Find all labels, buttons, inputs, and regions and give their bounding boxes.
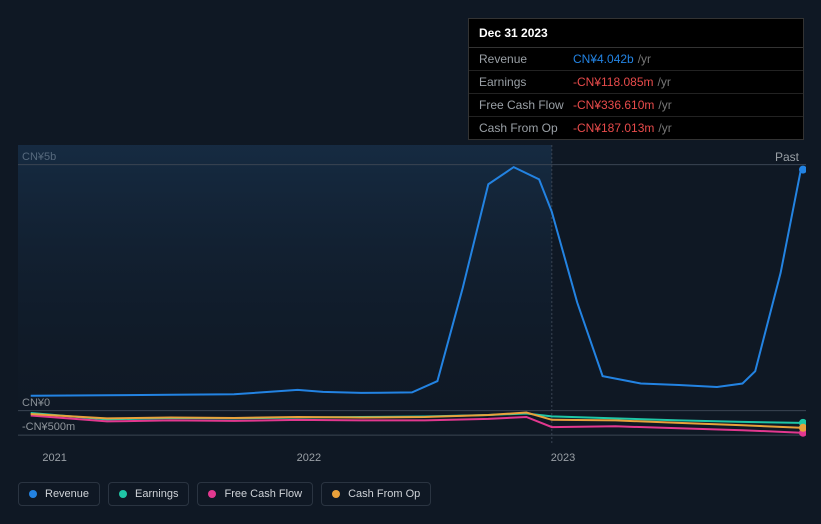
legend-label: Cash From Op [348, 488, 420, 500]
tooltip-row-revenue: Revenue CN¥4.042b /yr [469, 48, 803, 71]
tooltip-unit: /yr [658, 98, 671, 112]
tooltip-value: -CN¥187.013m [573, 121, 654, 135]
tooltip-unit: /yr [638, 52, 651, 66]
legend-label: Revenue [45, 488, 89, 500]
tooltip-label: Earnings [479, 75, 573, 89]
chart-plot[interactable] [18, 145, 806, 445]
legend-item-cashop[interactable]: Cash From Op [321, 482, 431, 506]
tooltip-label: Revenue [479, 52, 573, 66]
legend-item-revenue[interactable]: Revenue [18, 482, 100, 506]
legend-item-earnings[interactable]: Earnings [108, 482, 189, 506]
tooltip-value: CN¥4.042b [573, 52, 634, 66]
financial-chart: Dec 31 2023 Revenue CN¥4.042b /yr Earnin… [0, 0, 821, 524]
legend-dot-icon [29, 490, 37, 498]
chart-tooltip: Dec 31 2023 Revenue CN¥4.042b /yr Earnin… [468, 18, 804, 140]
x-tick-label: 2023 [551, 452, 575, 464]
tooltip-row-cashop: Cash From Op -CN¥187.013m /yr [469, 117, 803, 139]
legend-item-fcf[interactable]: Free Cash Flow [197, 482, 313, 506]
chart-legend: Revenue Earnings Free Cash Flow Cash Fro… [18, 482, 431, 506]
legend-label: Earnings [135, 488, 178, 500]
tooltip-row-fcf: Free Cash Flow -CN¥336.610m /yr [469, 94, 803, 117]
tooltip-label: Free Cash Flow [479, 98, 573, 112]
tooltip-row-earnings: Earnings -CN¥118.085m /yr [469, 71, 803, 94]
tooltip-unit: /yr [658, 121, 671, 135]
legend-dot-icon [332, 490, 340, 498]
tooltip-date: Dec 31 2023 [469, 19, 803, 48]
tooltip-value: -CN¥336.610m [573, 98, 654, 112]
legend-dot-icon [208, 490, 216, 498]
x-tick-label: 2022 [297, 452, 321, 464]
tooltip-unit: /yr [657, 75, 670, 89]
legend-label: Free Cash Flow [224, 488, 302, 500]
legend-dot-icon [119, 490, 127, 498]
tooltip-label: Cash From Op [479, 121, 573, 135]
tooltip-value: -CN¥118.085m [573, 75, 653, 89]
x-tick-label: 2021 [42, 452, 66, 464]
